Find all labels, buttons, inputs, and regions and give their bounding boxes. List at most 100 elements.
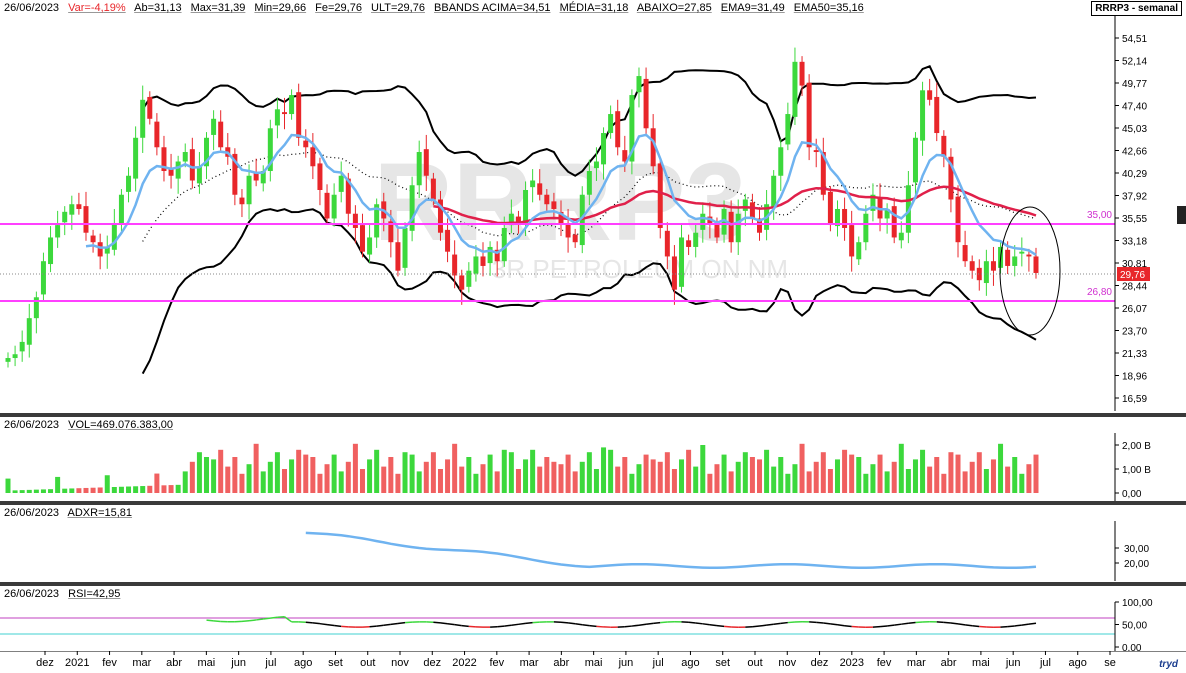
rsi-segment bbox=[383, 623, 391, 627]
volume-bar bbox=[211, 459, 217, 493]
rsi-segment bbox=[965, 624, 973, 627]
rsi-segment bbox=[972, 624, 980, 628]
volume-bar bbox=[820, 452, 826, 493]
candle-body bbox=[289, 95, 295, 115]
rsi-chart[interactable]: 100,00 50,00 0,00 bbox=[0, 586, 1186, 651]
candle-body bbox=[324, 192, 330, 219]
price-axis-label: 26,07 bbox=[1122, 304, 1147, 315]
rsi-segment bbox=[908, 621, 916, 625]
candle-body bbox=[388, 221, 394, 243]
candle-body bbox=[416, 152, 422, 186]
price-chart[interactable]: RRRP3 3R PETROLEUM ON NM 35,00 26,80 54,… bbox=[0, 0, 1186, 411]
bbands-lower bbox=[141, 208, 1037, 375]
candle-body bbox=[19, 341, 25, 352]
price-pane[interactable]: 26/06/2023 Var=-4,19% Ab=31,13 Max=31,39… bbox=[0, 0, 1186, 411]
candle-body bbox=[664, 230, 670, 257]
rsi-segment bbox=[887, 624, 895, 627]
rsi-segment bbox=[723, 625, 732, 628]
volume-bar bbox=[1005, 466, 1011, 493]
volume-bar bbox=[445, 459, 451, 493]
rsi-segment bbox=[979, 625, 987, 628]
volume-bar bbox=[721, 454, 727, 493]
candle-body bbox=[757, 218, 763, 233]
rsi-segment bbox=[851, 625, 859, 628]
rsi-segment bbox=[759, 624, 767, 627]
rsi-segment bbox=[256, 618, 264, 621]
candle-body bbox=[218, 121, 224, 148]
time-axis[interactable]: dez 2021 fev mar abr mai jun jul ago set out nov dez… bbox=[0, 651, 1186, 673]
volume-axis-label: 2,00 B bbox=[1122, 441, 1151, 452]
candle-body bbox=[175, 161, 181, 179]
price-axis-label: 30,81 bbox=[1122, 259, 1147, 270]
header-ema9: EMA9=31,49 bbox=[720, 2, 785, 14]
volume-bar bbox=[466, 457, 472, 493]
volume-bar bbox=[189, 461, 195, 493]
level-label-upper: 35,00 bbox=[1087, 210, 1112, 221]
rsi-segment bbox=[341, 625, 349, 628]
rsi-segment bbox=[894, 623, 902, 626]
volume-bar bbox=[834, 459, 840, 493]
pane-separator-2[interactable] bbox=[0, 501, 1186, 505]
pane-separator-3[interactable] bbox=[0, 582, 1186, 586]
candle-body bbox=[636, 76, 642, 93]
candle-body bbox=[927, 90, 933, 100]
time-axis-label: fev bbox=[877, 657, 892, 669]
price-axis-label: 37,92 bbox=[1122, 192, 1147, 203]
time-axis-label: jun bbox=[230, 657, 246, 669]
volume-bar bbox=[757, 459, 763, 493]
candle-body bbox=[5, 358, 11, 362]
candle-body bbox=[409, 185, 415, 231]
volume-bar bbox=[161, 485, 167, 493]
volume-chart[interactable]: 2,00 B 1,00 B 0,00 bbox=[0, 417, 1186, 503]
volume-bar bbox=[168, 485, 174, 493]
rsi-segment bbox=[319, 622, 328, 626]
candle-body bbox=[792, 61, 798, 117]
adxr-header: 26/06/2023 ADXR=15,81 bbox=[0, 505, 1186, 521]
scroll-right-button[interactable] bbox=[1177, 206, 1186, 224]
candle-body bbox=[983, 261, 989, 284]
time-axis-label: nov bbox=[778, 657, 796, 669]
adxr-chart[interactable]: 30,00 20,00 bbox=[0, 505, 1186, 581]
rsi-pane[interactable]: 26/06/2023 RSI=42,95 100,00 50,00 0,00 bbox=[0, 586, 1186, 651]
symbol-label[interactable]: RRRP3 - semanal bbox=[1091, 1, 1182, 16]
candle-body bbox=[615, 111, 621, 148]
volume-bar bbox=[955, 454, 961, 493]
watermark-company: 3R PETROLEUM ON NM bbox=[492, 254, 788, 284]
volume-bar bbox=[232, 457, 238, 493]
rsi-segment bbox=[638, 623, 647, 626]
volume-bar bbox=[494, 471, 500, 493]
adxr-pane[interactable]: 26/06/2023 ADXR=15,81 30,00 20,00 bbox=[0, 505, 1186, 581]
volume-pane[interactable]: 26/06/2023 VOL=469.076.383,00 2,00 B 1,00… bbox=[0, 417, 1186, 503]
time-axis-label: se bbox=[1104, 657, 1116, 669]
volume-bar bbox=[126, 486, 132, 493]
volume-bar bbox=[147, 485, 153, 493]
time-axis-label: abr bbox=[941, 657, 957, 669]
rsi-segment bbox=[440, 622, 448, 625]
pane-separator-1[interactable] bbox=[0, 413, 1186, 417]
candle-body bbox=[48, 237, 54, 265]
rsi-segment bbox=[688, 621, 696, 624]
candle-body bbox=[168, 168, 174, 176]
price-axis-label: 16,59 bbox=[1122, 394, 1147, 405]
volume-bar bbox=[785, 473, 791, 493]
volume-bar bbox=[544, 457, 550, 493]
volume-bar bbox=[657, 461, 663, 493]
header-var: Var=-4,19% bbox=[68, 2, 126, 14]
rsi-segment bbox=[957, 623, 966, 626]
volume-bar bbox=[253, 443, 259, 493]
volume-axis-label: 1,00 B bbox=[1122, 465, 1151, 476]
candle-body bbox=[941, 135, 947, 157]
candle-body bbox=[572, 234, 578, 243]
candle-body bbox=[920, 90, 926, 141]
volume-bar bbox=[905, 469, 911, 493]
volume-bar bbox=[693, 466, 699, 493]
volume-bar bbox=[565, 454, 571, 493]
candle-body bbox=[990, 261, 996, 271]
candle-body bbox=[530, 180, 536, 188]
candle-body bbox=[771, 175, 777, 208]
candle-body bbox=[452, 254, 458, 276]
volume-bar bbox=[274, 452, 280, 493]
candle-body bbox=[466, 270, 472, 287]
ema9-line bbox=[85, 133, 1037, 256]
candle-body bbox=[133, 137, 139, 179]
